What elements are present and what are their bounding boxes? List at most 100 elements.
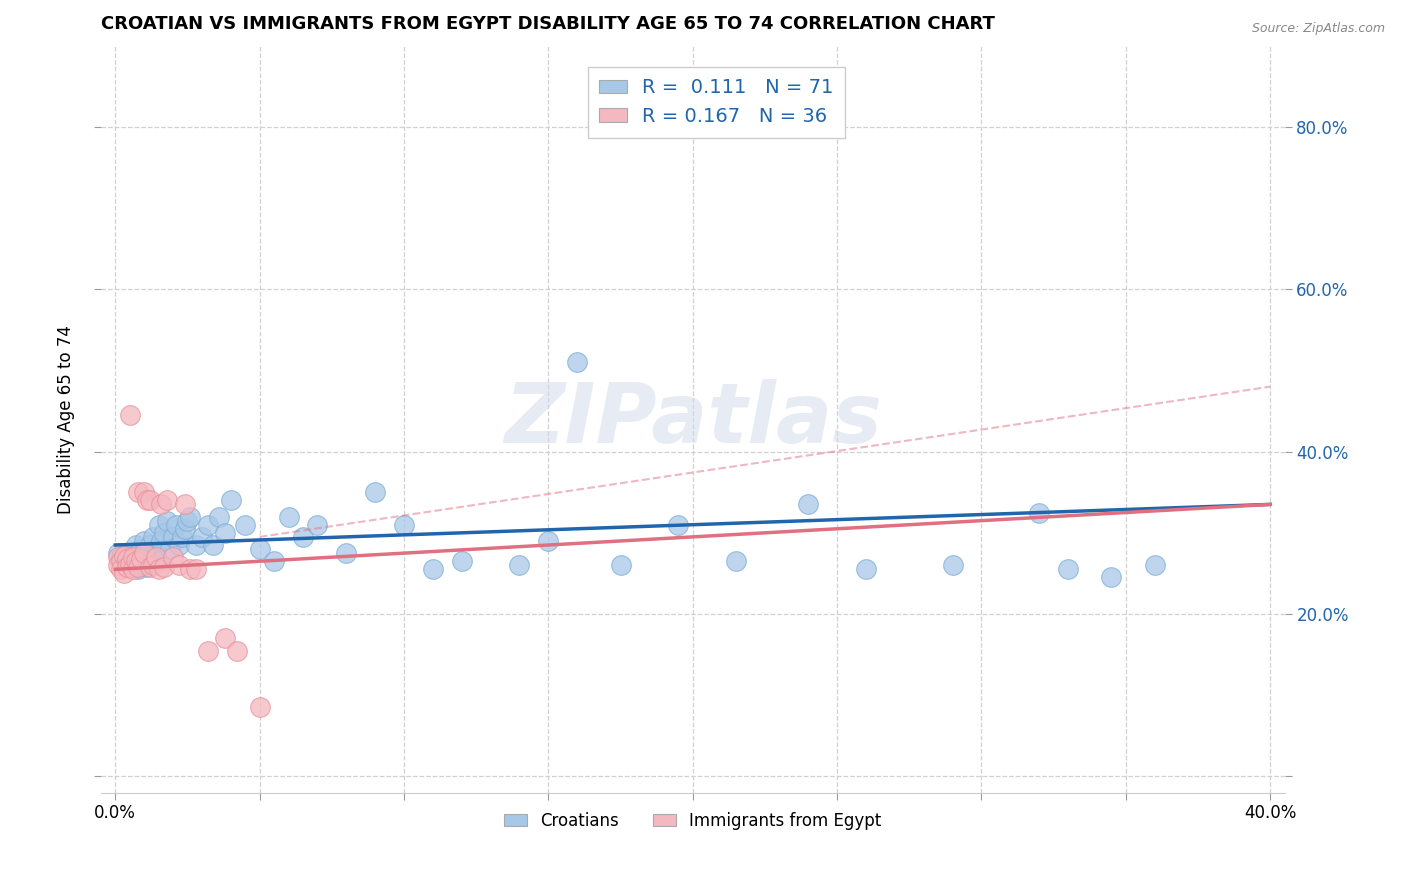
Point	[121, 554, 143, 568]
Point	[153, 560, 176, 574]
Point	[139, 493, 162, 508]
Point	[145, 550, 167, 565]
Point	[136, 546, 159, 560]
Point	[112, 549, 135, 563]
Point	[263, 554, 285, 568]
Point	[112, 558, 135, 573]
Point	[115, 546, 138, 560]
Point	[214, 525, 236, 540]
Point	[179, 562, 201, 576]
Point	[121, 562, 143, 576]
Point	[225, 643, 247, 657]
Point	[139, 538, 162, 552]
Point	[112, 551, 135, 566]
Point	[208, 509, 231, 524]
Text: CROATIAN VS IMMIGRANTS FROM EGYPT DISABILITY AGE 65 TO 74 CORRELATION CHART: CROATIAN VS IMMIGRANTS FROM EGYPT DISABI…	[101, 15, 995, 33]
Point	[214, 632, 236, 646]
Point	[112, 566, 135, 581]
Point	[148, 554, 170, 568]
Point	[191, 530, 214, 544]
Point	[110, 550, 132, 565]
Point	[107, 550, 129, 565]
Point	[197, 517, 219, 532]
Point	[139, 560, 162, 574]
Point	[148, 562, 170, 576]
Point	[249, 700, 271, 714]
Point	[142, 558, 165, 573]
Point	[129, 542, 152, 557]
Point	[129, 557, 152, 571]
Point	[118, 557, 141, 571]
Text: Source: ZipAtlas.com: Source: ZipAtlas.com	[1251, 22, 1385, 36]
Point	[127, 560, 149, 574]
Point	[118, 560, 141, 574]
Point	[127, 562, 149, 576]
Point	[134, 546, 156, 560]
Point	[121, 560, 143, 574]
Point	[156, 493, 179, 508]
Text: ZIPatlas: ZIPatlas	[503, 379, 882, 459]
Point	[173, 497, 195, 511]
Point	[249, 542, 271, 557]
Point	[121, 549, 143, 563]
Point	[142, 530, 165, 544]
Point	[148, 517, 170, 532]
Point	[134, 533, 156, 548]
Point	[118, 408, 141, 422]
Point	[121, 550, 143, 565]
Point	[186, 538, 208, 552]
Point	[115, 557, 138, 571]
Point	[145, 542, 167, 557]
Point	[124, 554, 146, 568]
Point	[724, 554, 747, 568]
Point	[150, 497, 173, 511]
Point	[1099, 570, 1122, 584]
Point	[567, 355, 589, 369]
Point	[450, 554, 472, 568]
Point	[162, 530, 184, 544]
Point	[107, 558, 129, 573]
Point	[941, 558, 963, 573]
Point	[176, 514, 198, 528]
Point	[202, 538, 225, 552]
Legend: Croatians, Immigrants from Egypt: Croatians, Immigrants from Egypt	[498, 805, 889, 837]
Point	[162, 550, 184, 565]
Point	[797, 497, 820, 511]
Point	[1143, 558, 1166, 573]
Point	[124, 538, 146, 552]
Point	[156, 514, 179, 528]
Y-axis label: Disability Age 65 to 74: Disability Age 65 to 74	[58, 325, 75, 514]
Point	[1057, 562, 1080, 576]
Point	[124, 554, 146, 568]
Point	[197, 643, 219, 657]
Point	[115, 560, 138, 574]
Point	[115, 551, 138, 566]
Point	[179, 509, 201, 524]
Point	[153, 525, 176, 540]
Point	[364, 485, 387, 500]
Point	[335, 546, 357, 560]
Point	[186, 562, 208, 576]
Point	[127, 485, 149, 500]
Point	[159, 542, 181, 557]
Point	[167, 538, 190, 552]
Point	[167, 558, 190, 573]
Point	[666, 517, 689, 532]
Point	[134, 551, 156, 566]
Point	[139, 557, 162, 571]
Point	[173, 522, 195, 536]
Point	[609, 558, 631, 573]
Point	[508, 558, 530, 573]
Point	[422, 562, 444, 576]
Point	[150, 533, 173, 548]
Point	[134, 485, 156, 500]
Point	[142, 550, 165, 565]
Point	[219, 493, 242, 508]
Point	[291, 530, 314, 544]
Point	[392, 517, 415, 532]
Point	[118, 550, 141, 565]
Point	[170, 530, 193, 544]
Point	[1028, 506, 1050, 520]
Point	[165, 517, 187, 532]
Point	[537, 533, 560, 548]
